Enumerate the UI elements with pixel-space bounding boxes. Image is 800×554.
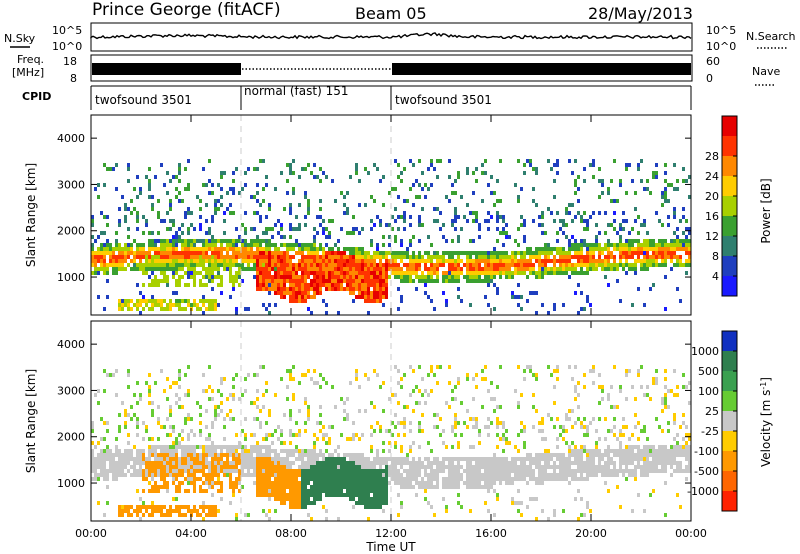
- station-title: Prince George (fitACF): [92, 0, 281, 20]
- noise-tick-top-left: 10^5: [52, 24, 82, 37]
- velocity-colorbar: 1000 500 100 25 -25 -100 -500 -1000: [687, 330, 738, 512]
- range-tick-label: 1000: [57, 271, 85, 284]
- noise-tick-top-right: 10^5: [706, 24, 736, 37]
- freq-tick-bottom: 8: [70, 72, 77, 85]
- colorbar-segment: [722, 276, 737, 297]
- freq-label: Freq.: [17, 53, 44, 66]
- time-tick-label: 12:00: [375, 527, 407, 540]
- freq-unit: [MHz]: [12, 66, 44, 79]
- noise-tick-bottom-right: 10^0: [706, 40, 736, 53]
- nave-tick-bottom: 0: [706, 72, 713, 85]
- nsky-label: N.Sky: [4, 32, 36, 45]
- velocity-data-field: [91, 365, 691, 521]
- velocity-colorbar-label: Velocity [m s-1]: [759, 377, 773, 467]
- power-data-field: [91, 159, 691, 315]
- colorbar-segment: [722, 451, 737, 472]
- time-axis-title: Time UT: [365, 540, 416, 554]
- colorbar-tick-label: -100: [694, 445, 719, 458]
- frequency-panel: Freq. [MHz] 18 8 60 0 Nave: [12, 53, 780, 86]
- cpid-segment-1: twofsound 3501: [95, 93, 192, 107]
- power-colorbar: 4 8 12 16 20 24 28: [705, 115, 738, 297]
- range-tick-label: 2000: [57, 431, 85, 444]
- colorbar-segment: [722, 491, 737, 512]
- power-colorbar-label: Power [dB]: [759, 178, 773, 243]
- cpid-segment-2: normal (fast) 151: [244, 84, 348, 98]
- colorbar-segment: [722, 196, 737, 217]
- velocity-panel: 1000 2000 3000 4000 Slant Range [km]: [24, 320, 692, 522]
- colorbar-segment: [722, 216, 737, 237]
- noise-panel: N.Sky 10^5 10^0 10^5 10^0 N.Search: [4, 22, 796, 53]
- colorbar-segment: [722, 391, 737, 412]
- range-tick-label: 4000: [57, 338, 85, 351]
- range-tick-label: 3000: [57, 384, 85, 397]
- time-axis-labels: 00:00 04:00 08:00 12:00 16:00 20:00 00:00: [75, 527, 707, 540]
- time-tick-label: 04:00: [175, 527, 207, 540]
- time-tick-label: 16:00: [475, 527, 507, 540]
- colorbar-tick-label: 28: [705, 150, 719, 163]
- colorbar-tick-label: 1000: [691, 345, 719, 358]
- colorbar-segment: [722, 136, 737, 157]
- colorbar-tick-label: 24: [705, 170, 719, 183]
- colorbar-segment: [722, 116, 737, 137]
- power-panel: 1000 2000 3000 4000 Slant Range [km]: [24, 114, 692, 316]
- time-tick-label: 20:00: [575, 527, 607, 540]
- colorbar-segment: [722, 256, 737, 277]
- colorbar-tick-label: 500: [698, 365, 719, 378]
- colorbar-segment: [722, 351, 737, 372]
- cpid-panel: CPID twofsound 3501 normal (fast) 151 tw…: [22, 84, 692, 110]
- colorbar-segment: [722, 371, 737, 392]
- colorbar-tick-label: 20: [705, 190, 719, 203]
- colorbar-segment: [722, 156, 737, 177]
- time-tick-label: 08:00: [275, 527, 307, 540]
- range-tick-label: 3000: [57, 178, 85, 191]
- colorbar-segment: [722, 411, 737, 432]
- range-tick-label: 4000: [57, 132, 85, 145]
- colorbar-tick-label: 4: [712, 270, 719, 283]
- nave-tick-top: 60: [706, 55, 720, 68]
- beam-title: Beam 05: [355, 4, 427, 23]
- colorbar-tick-label: 100: [698, 385, 719, 398]
- freq-block-1: [92, 63, 241, 75]
- range-tick-label: 2000: [57, 225, 85, 238]
- colorbar-tick-label: 8: [712, 250, 719, 263]
- velocity-ylabel: Slant Range [km]: [24, 369, 38, 473]
- noise-tick-bottom-left: 10^0: [52, 40, 82, 53]
- freq-tick-top: 18: [63, 55, 77, 68]
- colorbar-segment: [722, 331, 737, 352]
- date-title: 28/May/2013: [588, 4, 693, 23]
- range-tick-label: 1000: [57, 477, 85, 490]
- colorbar-tick-label: 12: [705, 230, 719, 243]
- colorbar-tick-label: -500: [694, 465, 719, 478]
- nave-label: Nave: [752, 65, 780, 78]
- colorbar-tick-label: -1000: [687, 485, 719, 498]
- colorbar-segment: [722, 176, 737, 197]
- power-ylabel: Slant Range [km]: [24, 163, 38, 267]
- time-tick-label: 00:00: [75, 527, 107, 540]
- cpid-segment-3: twofsound 3501: [395, 93, 492, 107]
- freq-block-2: [392, 63, 691, 75]
- nsearch-label: N.Search: [746, 30, 796, 43]
- noise-trace: [90, 32, 692, 40]
- colorbar-tick-label: 25: [705, 405, 719, 418]
- colorbar-tick-label: -25: [701, 425, 719, 438]
- cpid-label: CPID: [22, 90, 51, 103]
- colorbar-segment: [722, 431, 737, 452]
- colorbar-tick-label: 16: [705, 210, 719, 223]
- colorbar-segment: [722, 471, 737, 492]
- colorbar-segment: [722, 236, 737, 257]
- time-tick-label: 00:00: [675, 527, 707, 540]
